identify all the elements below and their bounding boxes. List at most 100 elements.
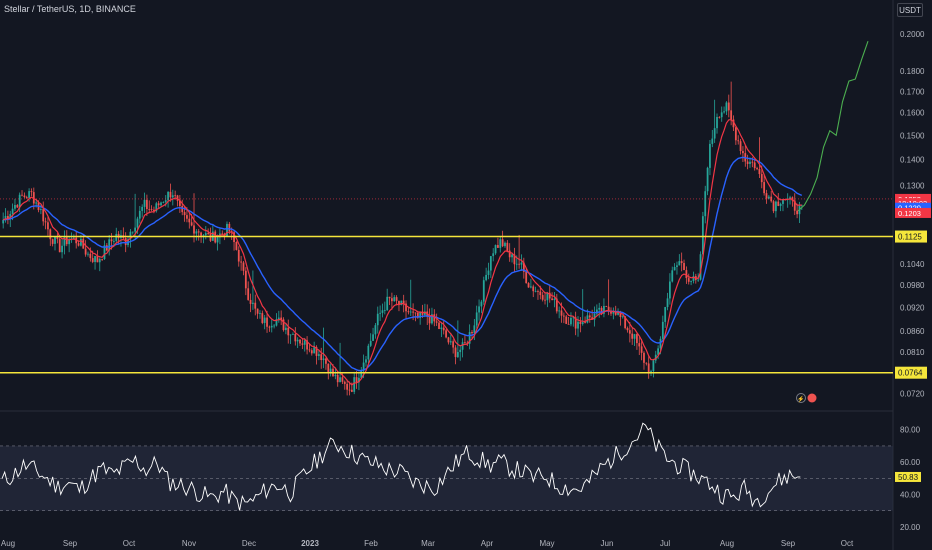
ema-fast-line bbox=[2, 119, 802, 386]
candle-body bbox=[365, 359, 367, 363]
price-tag-bg bbox=[895, 202, 931, 213]
candle-body bbox=[247, 288, 250, 300]
candle-body bbox=[289, 334, 292, 336]
candle-body bbox=[419, 311, 422, 318]
candle-body bbox=[758, 169, 761, 175]
candle-body bbox=[645, 362, 648, 364]
candle-body bbox=[157, 203, 160, 206]
candle-body bbox=[14, 205, 16, 209]
candle-body bbox=[723, 111, 725, 113]
candle-body bbox=[515, 263, 518, 265]
candle-body bbox=[506, 242, 509, 251]
candle-body bbox=[277, 317, 280, 320]
candle-body bbox=[25, 197, 28, 198]
candle-body bbox=[508, 250, 511, 258]
rsi-tick-label: 80.00 bbox=[900, 426, 921, 435]
candle-body bbox=[393, 297, 396, 302]
candle-body bbox=[478, 306, 480, 313]
candle-body bbox=[494, 245, 497, 254]
candle-body bbox=[636, 334, 638, 344]
time-tick-label: Mar bbox=[421, 539, 435, 548]
candle-body bbox=[701, 216, 704, 255]
support-price-label: 0.1125 bbox=[898, 233, 922, 242]
price-tick-label: 0.0810 bbox=[900, 348, 925, 357]
candle-body bbox=[440, 327, 443, 329]
price-tick-label: 0.1600 bbox=[900, 109, 925, 118]
candle-body bbox=[153, 209, 155, 212]
candle-body bbox=[558, 310, 561, 312]
candle-body bbox=[480, 301, 483, 307]
candle-body bbox=[398, 300, 400, 305]
candle-body bbox=[138, 210, 141, 219]
candle-body bbox=[51, 239, 54, 244]
candle-body bbox=[607, 306, 610, 311]
candle-body bbox=[28, 191, 30, 198]
candle-body bbox=[753, 162, 756, 169]
rsi-tick-label: 60.00 bbox=[900, 458, 921, 467]
candle-body bbox=[391, 298, 393, 302]
candle-body bbox=[412, 311, 414, 313]
candle-body bbox=[647, 363, 650, 374]
candle-body bbox=[779, 203, 782, 206]
candle-body bbox=[727, 102, 730, 111]
candle-body bbox=[136, 218, 139, 228]
candle-body bbox=[482, 280, 485, 302]
candle-body bbox=[235, 242, 238, 250]
candle-body bbox=[164, 200, 167, 202]
candle-body bbox=[793, 200, 796, 211]
candle-body bbox=[730, 110, 733, 120]
price-tick-label: 0.1400 bbox=[900, 156, 925, 165]
time-tick-label: Jul bbox=[660, 539, 670, 548]
candle-body bbox=[577, 321, 579, 329]
candle-body bbox=[174, 195, 177, 197]
price-tick-label: 0.0720 bbox=[900, 390, 925, 399]
candle-body bbox=[402, 300, 405, 304]
candle-body bbox=[501, 239, 504, 247]
candle-body bbox=[673, 266, 676, 271]
candle-body bbox=[751, 161, 754, 163]
candle-body bbox=[197, 231, 200, 233]
candle-body bbox=[320, 354, 323, 361]
candle-body bbox=[21, 194, 23, 196]
candle-body bbox=[202, 235, 205, 236]
candle-body bbox=[497, 245, 499, 248]
candle-body bbox=[624, 316, 627, 329]
candle-body bbox=[181, 205, 184, 213]
candle-body bbox=[341, 377, 344, 382]
candle-body bbox=[487, 270, 490, 275]
candle-body bbox=[428, 316, 431, 324]
candle-body bbox=[362, 362, 365, 371]
price-tick-label: 0.0920 bbox=[900, 303, 925, 312]
candle-body bbox=[435, 321, 438, 323]
candle-body bbox=[155, 203, 158, 212]
candle-body bbox=[492, 253, 495, 257]
candle-body bbox=[475, 312, 478, 326]
candle-body bbox=[58, 238, 61, 253]
candle-body bbox=[9, 214, 12, 219]
candle-body bbox=[541, 295, 544, 300]
candle-body bbox=[242, 262, 245, 271]
candle-body bbox=[186, 215, 188, 219]
candle-body bbox=[720, 112, 723, 118]
candle-body bbox=[713, 128, 716, 139]
candle-body bbox=[339, 377, 341, 383]
rsi-tick-label: 20.00 bbox=[900, 523, 921, 532]
currency-button[interactable]: USDT bbox=[897, 3, 923, 17]
support-price-label: 0.0764 bbox=[898, 369, 923, 378]
candle-body bbox=[325, 358, 327, 364]
candle-body bbox=[584, 322, 586, 323]
candle-body bbox=[72, 237, 75, 239]
candle-body bbox=[471, 332, 473, 334]
candle-body bbox=[63, 237, 66, 246]
price-tick-label: 0.1500 bbox=[900, 131, 925, 140]
candle-body bbox=[657, 348, 660, 355]
candle-body bbox=[591, 317, 594, 320]
candle-body bbox=[767, 196, 770, 199]
candle-body bbox=[449, 341, 452, 343]
candle-body bbox=[527, 283, 530, 288]
candle-body bbox=[207, 233, 210, 235]
candle-body bbox=[746, 161, 749, 164]
candle-body bbox=[716, 116, 718, 129]
candle-body bbox=[765, 193, 768, 199]
